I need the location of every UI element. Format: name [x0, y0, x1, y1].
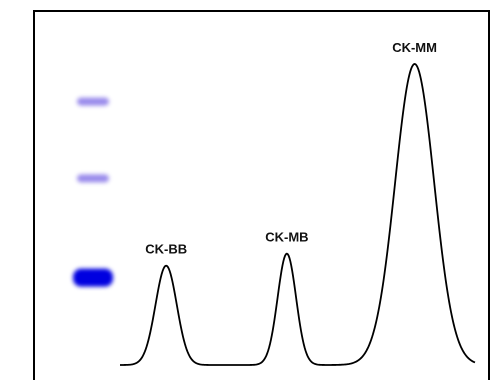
densitometry-trace [120, 63, 476, 366]
gel-band-1 [73, 268, 113, 287]
peak-labels: CK-BB CK-MB CK-MM [145, 40, 437, 257]
gel-lane [73, 97, 113, 287]
peak-label-ck-mb: CK-MB [265, 230, 308, 245]
gel-band-2 [77, 174, 109, 183]
peak-label-ck-mm: CK-MM [392, 40, 437, 55]
gel-band-3 [77, 97, 109, 106]
chart-frame [33, 10, 490, 380]
trace-line [120, 63, 476, 366]
peak-label-ck-bb: CK-BB [145, 242, 187, 257]
